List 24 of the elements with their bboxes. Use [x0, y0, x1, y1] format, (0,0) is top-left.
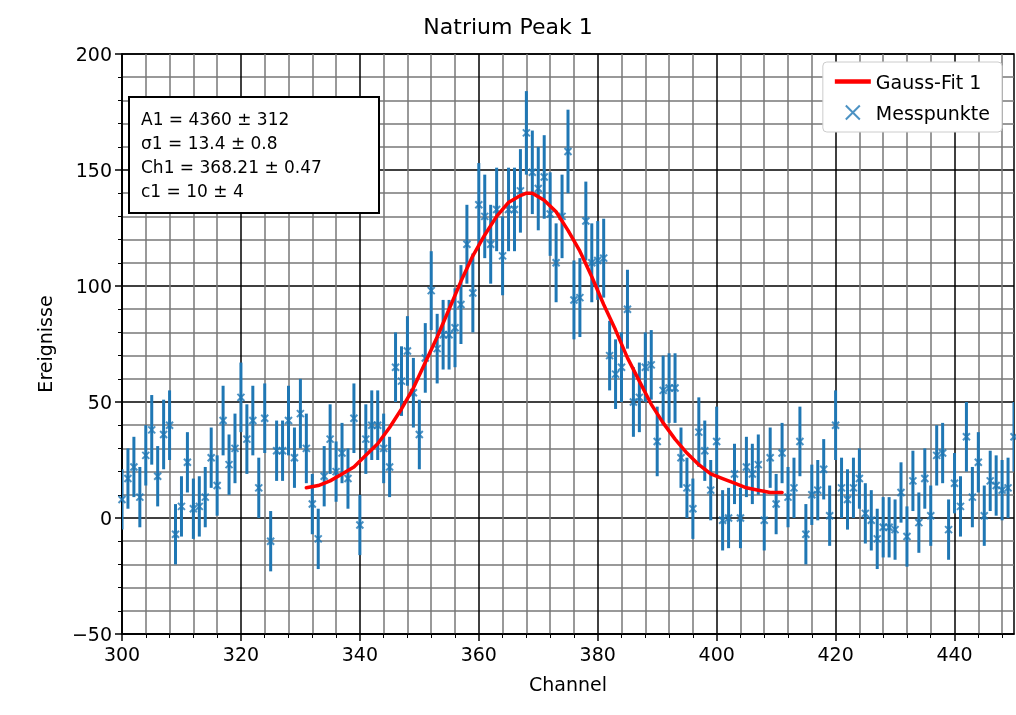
y-axis-title: Ereignisse [33, 295, 56, 393]
x-tick-label: 420 [817, 642, 854, 665]
x-tick-label: 320 [222, 642, 260, 665]
x-tick-label: 400 [698, 642, 735, 665]
y-tick-label: −50 [71, 623, 112, 645]
x-tick-label: 440 [936, 642, 973, 665]
annotation: σ1 = 13.4 ± 0.8 [141, 132, 279, 155]
y-tick-label: 50 [87, 391, 112, 413]
x-tick-label: 380 [579, 642, 616, 665]
y-tick-label: 200 [75, 43, 112, 65]
x-tick-label: 300 [103, 642, 141, 665]
legend-label: Gauss-Fit 1 [875, 70, 982, 93]
y-tick-label: 150 [75, 159, 112, 181]
y-tick-label: 100 [75, 275, 112, 297]
line-series [304, 191, 784, 495]
x-tick-label: 340 [341, 642, 378, 665]
x-axis-title: Channel [528, 672, 608, 695]
annotation: c1 = 10 ± 4 [141, 180, 245, 203]
x-tick-label: 360 [460, 642, 497, 665]
legend-label: Messpunkte [875, 101, 990, 124]
annotation: Ch1 = 368.21 ± 0.47 [141, 156, 323, 179]
chart-title: Natrium Peak 1 [423, 13, 593, 39]
y-tick-label: 0 [99, 507, 112, 529]
annotation: A1 = 4360 ± 312 [141, 108, 291, 131]
